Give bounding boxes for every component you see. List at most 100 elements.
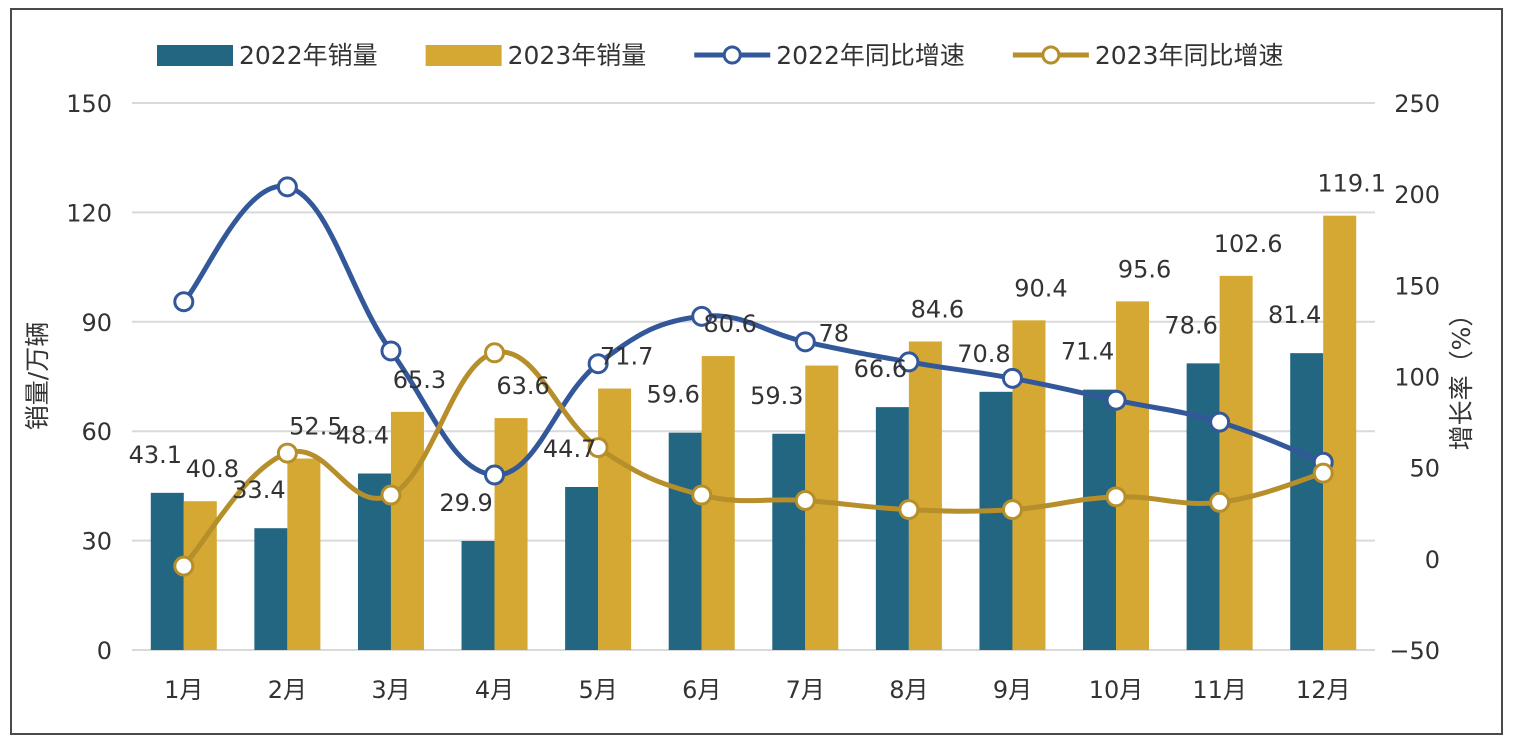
bar-value-label: 29.9	[439, 489, 492, 517]
x-tick-label: 1月	[164, 676, 203, 704]
line-point	[1312, 462, 1334, 484]
y-left-axis-title: 销量/万辆	[23, 322, 52, 430]
line-point	[1105, 389, 1127, 411]
bar-value-label: 44.7	[543, 435, 596, 463]
line-point	[173, 555, 195, 577]
legend-swatch	[425, 45, 502, 66]
x-tick-label: 5月	[578, 676, 617, 704]
bar	[1323, 215, 1357, 650]
legend: 2022年销量 2023年销量 2022年同比增速 2023年同比增速	[157, 41, 1284, 70]
y-right-tick-label: 250	[1394, 90, 1440, 118]
x-tick-label: 10月	[1089, 676, 1144, 704]
x-tick-label: 8月	[889, 676, 928, 704]
legend-label: 2022年同比增速	[776, 41, 965, 70]
bar-layer	[150, 215, 1357, 650]
legend-label: 2023年销量	[508, 41, 647, 70]
line-point	[1001, 367, 1023, 389]
line-point	[276, 442, 298, 464]
line-point	[484, 342, 506, 364]
line-point	[276, 176, 298, 198]
line-point	[691, 484, 713, 506]
bar	[1290, 353, 1324, 650]
bar-value-label: 90.4	[1014, 274, 1067, 302]
x-tick-label: 12月	[1296, 676, 1351, 704]
line-point	[380, 340, 402, 362]
bar	[287, 458, 321, 650]
bar	[668, 432, 702, 650]
y-left-tick-label: 150	[66, 90, 112, 118]
y-left-tick-label: 90	[81, 309, 112, 337]
bar	[461, 540, 495, 650]
y-left-tick-label: 120	[66, 199, 112, 227]
bar-value-label: 48.4	[336, 422, 389, 450]
bar-value-label: 84.6	[911, 295, 964, 323]
x-tick-label: 4月	[475, 676, 514, 704]
bar-value-label: 59.3	[750, 382, 803, 410]
bar-value-label: 71.4	[1061, 338, 1114, 366]
legend-label: 2022年销量	[239, 41, 378, 70]
bar	[908, 341, 942, 650]
line-point	[173, 291, 195, 313]
x-tick-label: 11月	[1192, 676, 1247, 704]
bar-value-label: 59.6	[646, 381, 699, 409]
bar-value-label: 70.8	[957, 340, 1010, 368]
bar	[598, 388, 632, 650]
x-tick-label: 2月	[268, 676, 307, 704]
bar-value-label: 80.6	[703, 310, 756, 338]
bar	[254, 528, 288, 650]
line-layer	[173, 176, 1334, 577]
line-point	[1209, 491, 1231, 513]
y-left-tick-label: 60	[81, 418, 112, 446]
bar	[979, 391, 1013, 650]
y-right-axis-title: 增长率（%）	[1447, 302, 1476, 451]
bar-value-label: 33.4	[232, 476, 285, 504]
line-point	[691, 305, 713, 327]
x-tick-label: 6月	[682, 676, 721, 704]
y-left-tick-label: 0	[97, 637, 112, 665]
line-point	[1209, 411, 1231, 433]
bar	[390, 411, 424, 650]
data-label-layer: 43.1 33.4 48.4 29.9 44.7 59.6 59.3 66.6 70.8 71.4…	[129, 170, 1386, 517]
bar	[565, 486, 599, 650]
y-right-tick-label: 150	[1394, 272, 1440, 300]
bar-value-label: 52.5	[289, 413, 342, 441]
bar	[1083, 389, 1117, 650]
legend-label: 2023年同比增速	[1095, 41, 1284, 70]
line-point	[587, 353, 609, 375]
bar	[183, 501, 217, 650]
legend-marker	[1041, 45, 1061, 65]
bar	[494, 418, 528, 650]
bar-value-label: 78	[819, 320, 850, 348]
legend-marker	[722, 45, 742, 65]
x-tick-label: 9月	[993, 676, 1032, 704]
bar	[772, 433, 806, 650]
line-point	[794, 331, 816, 353]
line-point	[1105, 486, 1127, 508]
bar-value-label: 65.3	[393, 366, 446, 394]
bar	[1116, 301, 1150, 650]
bar-value-label: 66.6	[854, 355, 907, 383]
y-right-tick-label: −50	[1389, 637, 1440, 665]
line-point	[794, 489, 816, 511]
axis-layer: 0 30 60 90 120 150 −50 0 50 100 150 200 250 销量/万辆 增长率（…	[23, 90, 1476, 704]
line-point	[898, 351, 920, 373]
bar-value-label: 95.6	[1118, 255, 1171, 283]
line-point	[380, 484, 402, 506]
bar-value-label: 81.4	[1268, 301, 1321, 329]
x-tick-label: 7月	[786, 676, 825, 704]
y-right-tick-label: 100	[1394, 364, 1440, 392]
line-point	[484, 464, 506, 486]
bar-value-label: 43.1	[129, 441, 182, 469]
line-point	[1001, 499, 1023, 521]
x-tick-label: 3月	[371, 676, 410, 704]
bar-value-label: 78.6	[1164, 311, 1217, 339]
bar	[1219, 275, 1253, 650]
y-left-tick-label: 30	[81, 528, 112, 556]
bar	[875, 407, 909, 650]
bar-value-label: 63.6	[496, 372, 549, 400]
legend-swatch	[157, 45, 233, 66]
bar-value-label: 71.7	[600, 343, 653, 371]
y-right-tick-label: 0	[1425, 546, 1440, 574]
line-point	[587, 437, 609, 459]
